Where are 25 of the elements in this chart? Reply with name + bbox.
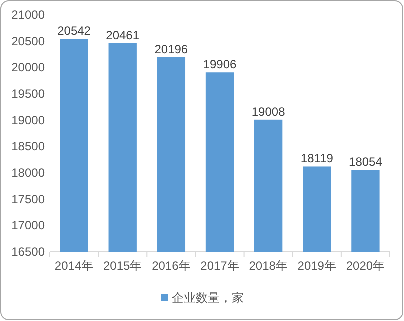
y-tick-label: 19000	[12, 113, 46, 128]
x-tick-label: 2014年	[54, 259, 94, 273]
y-tick-label: 20500	[12, 34, 46, 48]
data-label: 20542	[58, 24, 92, 38]
legend: 企业数量，家	[161, 291, 244, 305]
data-label: 18119	[300, 152, 334, 166]
y-tick-label: 20000	[12, 60, 46, 75]
y-tick-label: 16500	[12, 245, 46, 259]
data-label: 20461	[106, 28, 140, 42]
x-tick-label: 2015年	[104, 259, 142, 273]
y-tick-label: 17000	[12, 218, 46, 233]
x-tick-label: 2019年	[298, 259, 336, 273]
data-label: 19008	[252, 104, 286, 119]
y-tick-label: 18000	[12, 166, 46, 180]
y-tick-label: 19500	[12, 87, 46, 101]
data-label: 19906	[203, 58, 238, 72]
x-tick-label: 2016年	[152, 259, 191, 273]
y-tick-label: 18500	[12, 140, 46, 154]
x-tick-label: 2018年	[249, 259, 288, 273]
data-label: 20196	[154, 42, 188, 56]
x-tick-label: 2020年	[346, 259, 386, 273]
data-label: 18054	[349, 155, 383, 170]
x-tick-label: 2017年	[200, 259, 240, 273]
y-tick-label: 21000	[12, 8, 46, 22]
y-tick-label: 17500	[12, 192, 46, 206]
